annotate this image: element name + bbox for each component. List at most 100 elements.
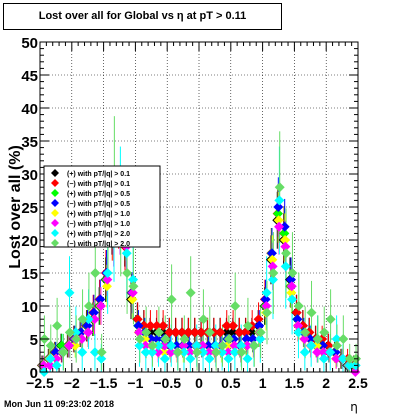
x-tick-label: 1.5 (285, 375, 305, 391)
data-point-with-pt-q-0-5 (95, 294, 106, 305)
data-point-with-pt-q-1-0 (261, 301, 272, 311)
data-point-with-pt-q-2-0 (338, 334, 349, 344)
data-point-with-pt-q-1-0 (64, 340, 75, 351)
y-tick-label: 35 (21, 134, 38, 151)
data-point-with-pt-q-2-0 (179, 334, 190, 344)
data-point-with-pt-q-1-0 (165, 347, 176, 358)
data-point-with-pt-q-0-5 (273, 202, 284, 212)
data-point-with-pt-q-1-0 (178, 340, 189, 351)
legend-label: (+) with pT/|q| > 0.1 (67, 171, 130, 178)
y-axis-label: Lost over all (%) (7, 145, 24, 269)
data-point-with-pt-q-0-1 (234, 327, 245, 338)
data-point-with-pt-q-0-1 (227, 327, 238, 338)
legend-marker (51, 219, 59, 227)
data-point-with-pt-q-0-5 (50, 347, 61, 358)
data-point-with-pt-q-0-5 (241, 334, 252, 344)
data-point-with-pt-q-0-5 (272, 208, 283, 219)
data-point-with-pt-q-0-1 (164, 327, 175, 338)
data-point-with-pt-q-1-0 (134, 327, 145, 338)
data-point-with-pt-q-2-0 (153, 340, 164, 351)
data-point-with-pt-q-2-0 (344, 353, 355, 364)
y-tick-label: 0 (30, 365, 38, 382)
x-tick-label: 2 (322, 375, 330, 391)
data-point-with-pt-q-1-0 (153, 347, 164, 358)
data-point-with-pt-q-0-5 (152, 334, 163, 344)
data-point-with-pt-q-2-0 (166, 294, 177, 305)
data-point-with-pt-q-1-0 (274, 221, 285, 232)
data-point-with-pt-q-0-5 (146, 334, 157, 344)
y-tick-label: 45 (21, 68, 38, 85)
data-point-with-pt-q-2-0 (293, 301, 304, 311)
timestamp-footer: Mon Jun 11 09:23:02 2018 (4, 399, 115, 409)
data-point-with-pt-q-2-0 (300, 327, 311, 338)
data-point-with-pt-q-0-1 (246, 327, 257, 338)
data-point-with-pt-q-2-0 (299, 347, 310, 358)
legend-marker (51, 169, 59, 177)
legend-marker (51, 239, 59, 247)
x-tick-label: −1.5 (90, 375, 118, 391)
y-tick-label: 50 (21, 35, 38, 52)
data-point-with-pt-q-2-0 (236, 347, 247, 358)
data-point-with-pt-q-2-0 (198, 347, 209, 358)
data-point-with-pt-q-0-5 (254, 320, 265, 331)
data-point-with-pt-q-0-1 (221, 320, 232, 331)
data-point-with-pt-q-2-0 (217, 347, 228, 358)
data-point-with-pt-q-1-0 (299, 334, 310, 344)
data-point-with-pt-q-1-0 (159, 340, 170, 351)
data-point-with-pt-q-1-0 (127, 287, 138, 298)
data-point-with-pt-q-2-0 (134, 334, 145, 344)
x-tick-label: −2.5 (26, 375, 54, 391)
data-point-with-pt-q-2-0 (261, 287, 272, 298)
data-point-with-pt-q-0-5 (266, 248, 277, 259)
data-point-with-pt-q-0-5 (171, 340, 182, 351)
data-point-with-pt-q-2-0 (83, 314, 94, 325)
data-point-with-pt-q-1-0 (222, 340, 233, 351)
data-point-with-pt-q-2-0 (229, 347, 240, 358)
data-point-with-pt-q-0-5 (330, 347, 341, 358)
y-tick-label: 25 (21, 200, 38, 217)
data-point-with-pt-q-2-0 (325, 314, 336, 325)
data-point-with-pt-q-2-0 (153, 327, 164, 338)
data-point-with-pt-q-2-0 (134, 340, 145, 351)
data-point-with-pt-q-1-0 (267, 254, 278, 265)
data-point-with-pt-q-1-0 (242, 340, 253, 351)
data-point-with-pt-q-1-0 (89, 314, 100, 325)
legend-marker (51, 229, 59, 237)
data-point-with-pt-q-2-0 (141, 327, 152, 338)
data-point-with-pt-q-2-0 (166, 340, 177, 351)
data-point-with-pt-q-2-0 (319, 327, 330, 338)
data-point-with-pt-q-2-0 (58, 347, 69, 358)
x-axis-label: η (350, 400, 358, 414)
data-point-with-pt-q-0-1 (183, 327, 194, 338)
x-tick-label: 0.5 (221, 375, 241, 391)
data-point-with-pt-q-1-0 (229, 340, 240, 351)
data-point-with-pt-q-2-0 (325, 347, 336, 358)
data-point-with-pt-q-1-0 (140, 340, 151, 351)
x-tick-label: 0 (195, 375, 203, 391)
data-point-with-pt-q-1-0 (45, 360, 56, 371)
data-point-with-pt-q-2-0 (331, 340, 342, 351)
data-point-with-pt-q-0-5 (184, 340, 195, 351)
data-point-with-pt-q-2-0 (128, 281, 139, 292)
data-point-with-pt-q-2-0 (262, 307, 273, 318)
data-point-with-pt-q-1-0 (286, 287, 297, 298)
data-point-with-pt-q-2-0 (204, 353, 215, 364)
data-point-with-pt-q-2-0 (191, 340, 202, 351)
data-point-with-pt-q-2-0 (122, 268, 133, 278)
data-point-with-pt-q-0-1 (132, 314, 143, 325)
data-point-with-pt-q-1-0 (159, 347, 170, 358)
legend-marker (51, 199, 59, 207)
data-point-with-pt-q-2-0 (89, 347, 100, 358)
data-point-with-pt-q-2-0 (230, 301, 241, 311)
legend: (+) with pT/|q| > 0.1 (−) with pT/|q| > 0… (43, 165, 161, 248)
y-tick-label: 10 (21, 299, 38, 316)
data-point-with-pt-q-2-0 (45, 340, 56, 351)
data-point-with-pt-q-2-0 (293, 327, 304, 338)
data-point-with-pt-q-2-0 (185, 287, 196, 298)
data-point-with-pt-q-2-0 (185, 353, 196, 364)
data-point-with-pt-q-2-0 (312, 334, 323, 344)
data-point-with-pt-q-2-0 (96, 347, 107, 358)
data-point-with-pt-q-2-0 (77, 347, 88, 358)
data-point-with-pt-q-1-0 (312, 347, 323, 358)
